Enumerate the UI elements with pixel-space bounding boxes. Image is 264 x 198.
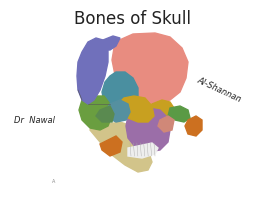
Polygon shape bbox=[168, 106, 190, 122]
Polygon shape bbox=[128, 143, 158, 158]
Polygon shape bbox=[90, 122, 152, 172]
Text: Bones of Skull: Bones of Skull bbox=[73, 10, 191, 28]
Polygon shape bbox=[112, 33, 188, 104]
Text: Al-Shannan: Al-Shannan bbox=[196, 76, 243, 104]
Text: A: A bbox=[52, 179, 55, 184]
Polygon shape bbox=[77, 38, 108, 104]
Polygon shape bbox=[126, 108, 170, 152]
Polygon shape bbox=[96, 106, 114, 122]
Polygon shape bbox=[158, 116, 174, 132]
Text: Dr  Nawal: Dr Nawal bbox=[14, 115, 55, 125]
Polygon shape bbox=[102, 72, 138, 112]
Polygon shape bbox=[79, 96, 112, 130]
Polygon shape bbox=[120, 96, 154, 122]
Polygon shape bbox=[106, 100, 130, 122]
Polygon shape bbox=[100, 136, 122, 156]
Polygon shape bbox=[150, 100, 174, 118]
Polygon shape bbox=[103, 36, 120, 50]
Polygon shape bbox=[185, 116, 202, 136]
